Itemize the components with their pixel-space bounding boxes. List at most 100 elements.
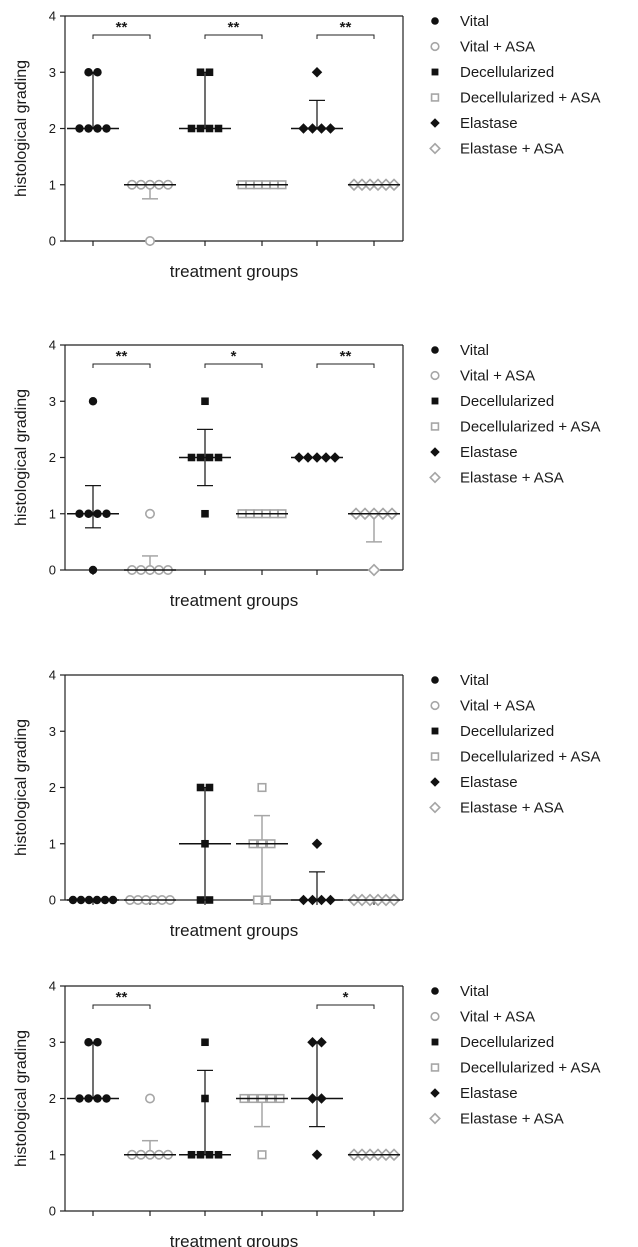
legend-label: Decellularized + ASA	[460, 749, 601, 766]
legend-marker	[431, 1038, 439, 1046]
legend-item: Elastase + ASA	[429, 141, 564, 158]
legend-marker	[431, 397, 439, 405]
significance-label: *	[343, 989, 349, 1006]
y-tick-label: 1	[49, 1147, 56, 1162]
data-point	[257, 782, 267, 793]
y-tick-label: 0	[49, 1204, 56, 1219]
legend-marker	[431, 346, 439, 354]
legend-marker	[431, 17, 439, 25]
y-tick-label: 3	[49, 1035, 56, 1050]
y-tick-label: 1	[49, 506, 56, 521]
y-tick-label: 3	[49, 65, 56, 80]
legend-item: Vital + ASA	[430, 39, 535, 56]
legend-item: Decellularized	[431, 393, 554, 410]
significance-bracket	[316, 1004, 375, 1009]
legend-marker	[430, 447, 440, 457]
significance-bracket	[316, 363, 375, 368]
legend-marker	[430, 777, 440, 787]
y-tick-label: 0	[49, 893, 56, 908]
data-point	[201, 397, 209, 406]
data-point	[205, 896, 214, 904]
chart-panel-4: 0 1 2 3 4 treatment groups histological gradin…	[13, 979, 601, 1247]
legend-item: Vital + ASA	[430, 368, 535, 385]
legend-item: Elastase + ASA	[429, 800, 564, 817]
y-tick-label: 4	[49, 668, 56, 683]
significance-bracket	[92, 34, 151, 39]
data-point	[84, 1038, 93, 1047]
y-tick-label: 4	[49, 979, 56, 994]
legend-item: Decellularized + ASA	[430, 419, 601, 436]
data-point	[261, 895, 272, 905]
legend-marker	[429, 471, 441, 484]
x-axis-label: treatment groups	[170, 262, 299, 281]
legend-marker	[430, 41, 440, 52]
x-axis-label: treatment groups	[170, 591, 299, 610]
legend: Vital Vital + ASA Decellularized Decellular…	[429, 342, 601, 487]
chart-panel-3: 0 1 2 3 4 treatment groups histological gradin…	[13, 668, 601, 941]
y-tick-label: 2	[49, 780, 56, 795]
significance-bracket	[316, 34, 375, 39]
significance-label: *	[231, 348, 237, 365]
data-point	[201, 1094, 209, 1103]
legend-marker	[431, 987, 439, 995]
data-point	[196, 783, 205, 792]
significance-label: **	[340, 19, 352, 36]
data-point	[205, 68, 214, 77]
legend-item: Decellularized + ASA	[430, 1060, 601, 1077]
legend-marker	[429, 1112, 441, 1125]
y-axis-label: histological grading	[13, 60, 30, 197]
legend-label: Decellularized + ASA	[460, 1060, 601, 1077]
legend-label: Elastase	[460, 1085, 518, 1102]
legend-label: Vital + ASA	[460, 368, 535, 385]
y-tick-label: 2	[49, 1091, 56, 1106]
legend-marker	[430, 752, 440, 761]
legend-label: Vital + ASA	[460, 1009, 535, 1026]
y-axis-label: histological grading	[13, 389, 30, 526]
y-tick-label: 2	[49, 450, 56, 465]
significance-label: **	[116, 19, 128, 36]
data-point	[311, 838, 323, 849]
chart-panel-1: 0 1 2 3 4 treatment groups histological gradin…	[13, 9, 601, 282]
legend-item: Decellularized	[431, 723, 554, 740]
y-tick-label: 4	[49, 338, 56, 353]
legend-label: Vital	[460, 983, 489, 1000]
legend-item: Vital + ASA	[430, 698, 535, 715]
data-point	[311, 67, 323, 78]
legend-item: Decellularized + ASA	[430, 749, 601, 766]
legend-label: Elastase	[460, 774, 518, 791]
legend: Vital Vital + ASA Decellularized Decellular…	[429, 13, 601, 158]
legend-marker	[431, 68, 439, 76]
significance-label: **	[116, 989, 128, 1006]
legend-marker	[430, 700, 440, 711]
legend-marker	[431, 727, 439, 735]
legend-marker	[429, 142, 441, 155]
data-point	[252, 895, 263, 905]
legend-item: Vital	[431, 342, 489, 359]
legend-label: Decellularized	[460, 64, 554, 81]
legend: Vital Vital + ASA Decellularized Decellular…	[429, 983, 601, 1128]
legend-marker	[430, 422, 440, 431]
y-tick-label: 3	[49, 394, 56, 409]
legend-marker	[430, 93, 440, 102]
significance-label: **	[340, 348, 352, 365]
data-point	[311, 1149, 323, 1160]
data-point	[88, 565, 98, 575]
data-point	[88, 397, 98, 406]
legend-label: Elastase + ASA	[460, 800, 564, 817]
legend-label: Elastase	[460, 444, 518, 461]
legend-marker	[430, 1011, 440, 1022]
legend-item: Vital	[431, 13, 489, 30]
data-point	[367, 563, 381, 577]
legend-marker	[430, 370, 440, 381]
legend-label: Elastase + ASA	[460, 141, 564, 158]
legend-label: Elastase + ASA	[460, 1111, 564, 1128]
data-point	[257, 1150, 267, 1160]
legend-label: Decellularized	[460, 393, 554, 410]
data-point	[145, 1093, 156, 1104]
legend-item: Elastase	[430, 115, 518, 132]
legend-label: Vital	[460, 342, 489, 359]
y-tick-label: 2	[49, 121, 56, 136]
y-axis-label: histological grading	[13, 719, 30, 856]
significance-label: **	[228, 19, 240, 36]
